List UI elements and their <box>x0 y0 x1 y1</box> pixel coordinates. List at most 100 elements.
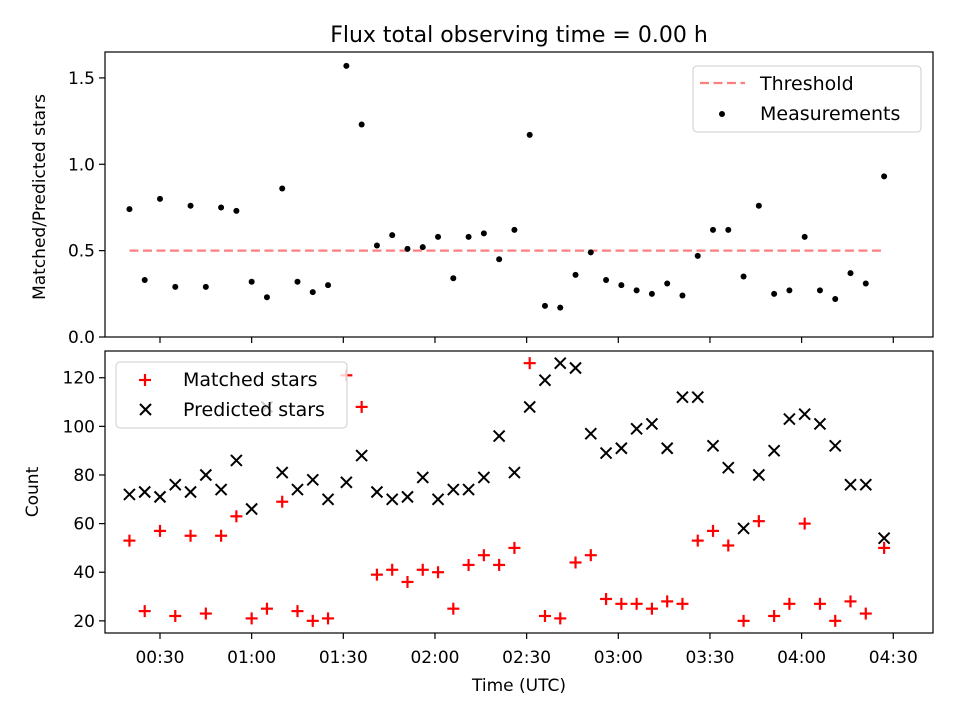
predicted-star-stroke <box>691 390 704 404</box>
matched-star-point <box>844 595 857 608</box>
matched-star-point <box>169 609 182 622</box>
top-y-tick-label: 1.5 <box>68 69 95 89</box>
bottom-panel: Count Time (UTC) 20 40 60 80 100 120 00:30 01:… <box>23 350 934 696</box>
predicted-star-point <box>752 468 766 482</box>
predicted-star-stroke <box>169 478 182 491</box>
predicted-star-stroke <box>492 429 506 443</box>
predicted-star-point <box>722 461 735 474</box>
matched-star-point <box>355 400 368 413</box>
matched-star-point <box>306 614 319 627</box>
predicted-star-stroke <box>355 449 368 462</box>
measurement-point <box>572 271 579 278</box>
predicted-star-point <box>584 427 598 440</box>
predicted-star-stroke <box>447 483 460 496</box>
predicted-star-point <box>877 531 891 545</box>
predicted-star-point <box>844 478 857 491</box>
predicted-star-stroke <box>798 407 811 421</box>
predicted-star-stroke <box>630 422 643 436</box>
bottom-x-tick-label: 02:00 <box>410 648 459 668</box>
legend-measurements-label: Measurements <box>760 103 900 125</box>
predicted-star-stroke <box>416 471 429 484</box>
predicted-star-point <box>660 442 674 455</box>
matched-star-point <box>523 357 536 370</box>
predicted-star-stroke <box>153 490 167 504</box>
predicted-star-stroke <box>184 485 197 499</box>
matched-star-point <box>707 524 720 537</box>
legend-predicted-swatch <box>139 403 152 416</box>
legend-matched-swatch <box>139 374 151 386</box>
measurement-point <box>218 204 225 211</box>
bottom-x-tick-label: 04:00 <box>777 648 826 668</box>
bottom-x-tick-label: 04:30 <box>869 648 918 668</box>
predicted-star-point <box>676 390 689 404</box>
top-plot-frame <box>104 51 934 338</box>
bottom-x-tick-label: 02:30 <box>502 648 551 668</box>
top-panel: Flux total observing time = 0.00 h Match… <box>30 23 934 348</box>
matched-star-point <box>462 558 475 571</box>
predicted-star-stroke <box>829 439 842 453</box>
predicted-star-stroke <box>584 427 598 440</box>
measurement-point <box>233 207 240 214</box>
measurement-point <box>358 121 365 128</box>
matched-star-point <box>401 575 414 588</box>
measurement-point <box>633 287 640 294</box>
predicted-star-point <box>123 488 136 501</box>
predicted-star-stroke <box>554 356 567 370</box>
measurement-point <box>801 233 808 240</box>
matched-star-point <box>215 529 228 542</box>
predicted-star-point <box>554 356 567 370</box>
measurement-point <box>248 278 255 285</box>
measurement-point <box>526 131 533 138</box>
measurement-point <box>294 278 301 285</box>
matched-star-point <box>615 597 628 610</box>
matched-star-point <box>600 592 613 605</box>
matched-star-point <box>184 529 197 542</box>
measurement-point <box>389 232 396 239</box>
top-y-tick-label: 1.0 <box>68 155 95 175</box>
predicted-star-point <box>615 442 628 455</box>
predicted-star-point <box>385 493 399 506</box>
measurement-point <box>755 202 762 209</box>
measurement-point <box>603 277 610 283</box>
matched-star-point <box>691 534 704 547</box>
predicted-star-stroke <box>767 444 781 457</box>
predicted-star-stroke <box>615 442 628 455</box>
predicted-star-stroke <box>138 485 151 499</box>
measurement-point <box>587 249 594 256</box>
measurement-point <box>279 185 286 192</box>
top-legend-box <box>692 65 922 133</box>
top-legend: Threshold Measurements <box>692 65 922 133</box>
matched-star-point <box>276 495 289 508</box>
matched-star-point <box>322 612 335 625</box>
measurement-point <box>511 226 518 233</box>
predicted-star-point <box>306 473 319 487</box>
predicted-star-stroke <box>214 483 228 496</box>
predicted-star-stroke <box>706 439 720 453</box>
measurement-point <box>450 275 457 282</box>
measurement-point <box>664 280 671 287</box>
measurement-point <box>847 270 854 277</box>
predicted-star-point <box>447 483 460 496</box>
matched-star-point <box>199 607 212 620</box>
measurement-point <box>126 206 133 213</box>
predicted-star-stroke <box>321 493 335 506</box>
measurement-point <box>325 282 332 289</box>
matched-star-point <box>153 524 166 537</box>
matched-star-point <box>768 609 781 622</box>
predicted-star-point <box>416 471 429 484</box>
bottom-x-tick-label: 00:30 <box>135 648 184 668</box>
legend-measurements-swatch <box>719 111 725 117</box>
predicted-star-point <box>153 490 167 504</box>
predicted-star-stroke <box>199 468 213 482</box>
bottom-y-tick-label: 60 <box>73 515 95 535</box>
bottom-plot-frame <box>104 350 934 634</box>
measurement-point <box>496 256 503 263</box>
predicted-star-stroke <box>306 473 319 487</box>
measurement-point <box>710 226 717 233</box>
predicted-star-stroke <box>508 466 521 479</box>
predicted-star-point <box>230 454 243 467</box>
matched-star-point <box>722 539 735 552</box>
measurement-point <box>343 62 350 69</box>
matched-star-point <box>477 549 490 562</box>
